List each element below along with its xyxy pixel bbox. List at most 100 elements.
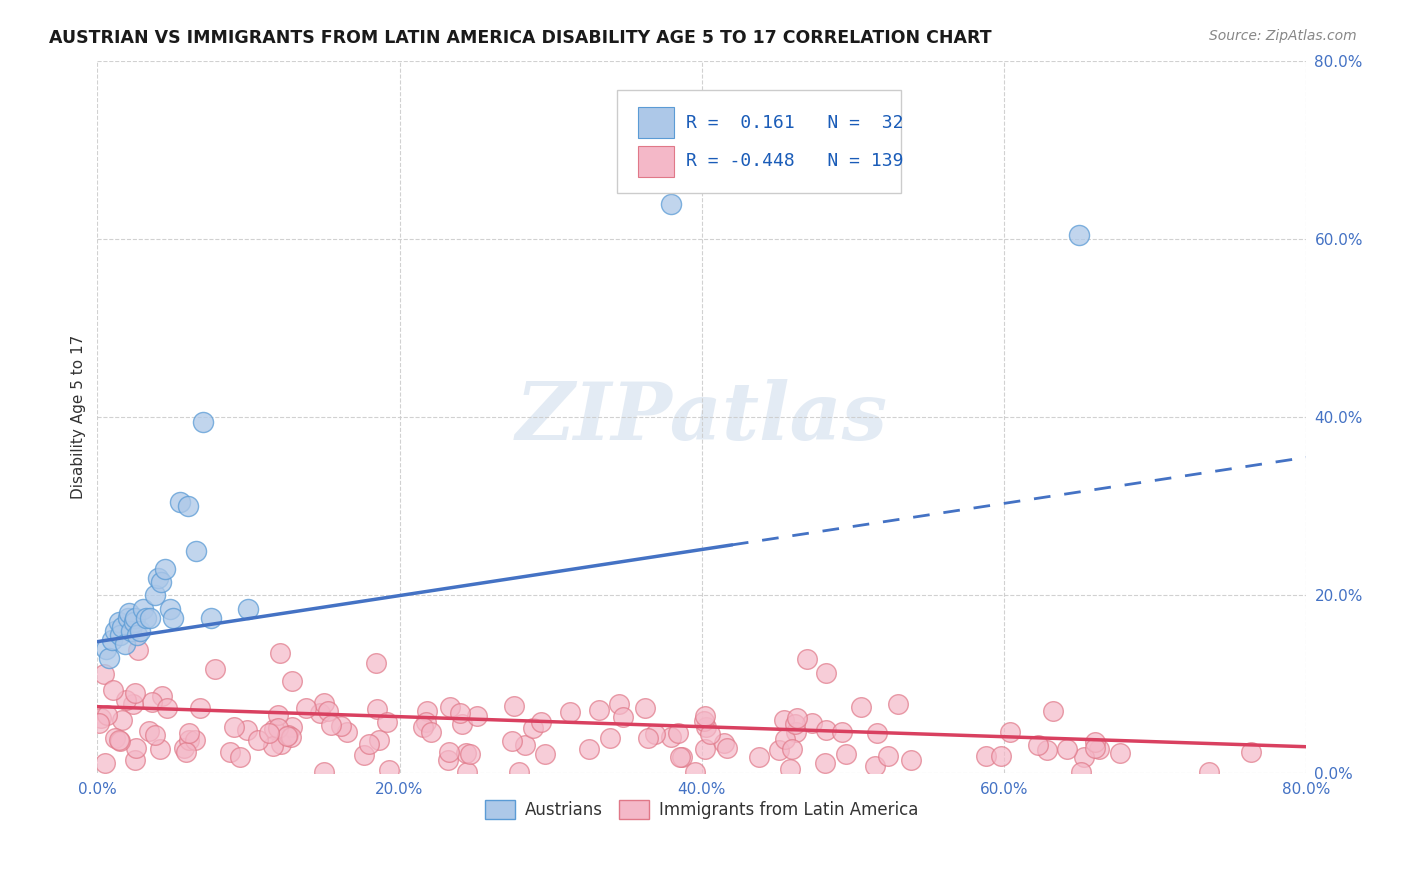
Text: ZIPatlas: ZIPatlas bbox=[516, 378, 887, 456]
Point bbox=[107, 733, 129, 747]
Point bbox=[336, 725, 359, 739]
Point bbox=[1088, 742, 1111, 756]
Point bbox=[120, 624, 142, 638]
Point bbox=[150, 689, 173, 703]
FancyBboxPatch shape bbox=[638, 107, 673, 138]
Point bbox=[415, 714, 437, 729]
Point bbox=[437, 745, 460, 759]
Point bbox=[267, 721, 290, 735]
Point bbox=[786, 710, 808, 724]
Point bbox=[246, 732, 269, 747]
Point bbox=[149, 742, 172, 756]
Point bbox=[644, 727, 666, 741]
Point bbox=[267, 707, 290, 722]
Point bbox=[785, 725, 807, 739]
Point bbox=[104, 731, 127, 745]
Text: AUSTRIAN VS IMMIGRANTS FROM LATIN AMERICA DISABILITY AGE 5 TO 17 CORRELATION CHA: AUSTRIAN VS IMMIGRANTS FROM LATIN AMERIC… bbox=[49, 29, 991, 46]
Point bbox=[93, 756, 115, 770]
Point bbox=[159, 601, 181, 615]
Point bbox=[375, 715, 398, 730]
Point bbox=[108, 734, 131, 748]
Point bbox=[450, 716, 472, 731]
Point bbox=[281, 720, 304, 734]
Point bbox=[200, 610, 222, 624]
Point bbox=[887, 697, 910, 711]
Point bbox=[612, 709, 634, 723]
Point bbox=[124, 610, 146, 624]
Point bbox=[456, 764, 478, 779]
Point bbox=[312, 764, 335, 779]
Point bbox=[815, 665, 838, 680]
Text: Source: ZipAtlas.com: Source: ZipAtlas.com bbox=[1209, 29, 1357, 43]
Point bbox=[124, 740, 146, 755]
Point bbox=[501, 734, 523, 748]
Point bbox=[503, 699, 526, 714]
Point bbox=[699, 726, 721, 740]
Point bbox=[188, 701, 211, 715]
Point bbox=[281, 673, 304, 688]
FancyBboxPatch shape bbox=[617, 89, 901, 193]
Point bbox=[974, 748, 997, 763]
Point bbox=[1198, 764, 1220, 779]
Point bbox=[270, 737, 292, 751]
Point bbox=[863, 758, 886, 772]
Point bbox=[560, 706, 582, 720]
Point bbox=[117, 610, 139, 624]
Point bbox=[693, 742, 716, 756]
Point bbox=[578, 741, 600, 756]
Point bbox=[111, 713, 134, 727]
Y-axis label: Disability Age 5 to 17: Disability Age 5 to 17 bbox=[72, 335, 86, 500]
Point bbox=[101, 683, 124, 698]
Point bbox=[634, 701, 657, 715]
Point bbox=[813, 756, 835, 770]
Point bbox=[131, 601, 153, 615]
Point bbox=[465, 708, 488, 723]
Point bbox=[174, 745, 197, 759]
Point bbox=[666, 726, 689, 740]
Point bbox=[184, 544, 207, 558]
Point bbox=[695, 720, 717, 734]
Point bbox=[224, 720, 246, 734]
Point bbox=[877, 749, 900, 764]
Point bbox=[101, 632, 124, 647]
Point bbox=[851, 700, 873, 714]
Point bbox=[785, 717, 807, 731]
Point bbox=[458, 747, 481, 761]
Point bbox=[118, 606, 141, 620]
Text: R =  0.161   N =  32: R = 0.161 N = 32 bbox=[686, 114, 904, 132]
Point bbox=[191, 415, 214, 429]
Point bbox=[128, 624, 150, 638]
Point bbox=[588, 702, 610, 716]
Point bbox=[357, 737, 380, 751]
Point bbox=[1042, 704, 1064, 718]
Point bbox=[122, 697, 145, 711]
Point bbox=[1070, 764, 1092, 779]
Point bbox=[108, 628, 131, 642]
Point bbox=[124, 753, 146, 767]
Point bbox=[96, 641, 118, 656]
Point bbox=[367, 732, 389, 747]
Point bbox=[693, 709, 716, 723]
Point bbox=[599, 731, 621, 745]
Point bbox=[107, 615, 129, 629]
Point bbox=[125, 628, 148, 642]
Point bbox=[135, 610, 157, 624]
Point bbox=[162, 610, 184, 624]
Legend: Austrians, Immigrants from Latin America: Austrians, Immigrants from Latin America bbox=[478, 793, 925, 826]
Point bbox=[748, 749, 770, 764]
Point bbox=[801, 716, 824, 731]
Point bbox=[713, 736, 735, 750]
Point bbox=[277, 728, 299, 742]
Point bbox=[143, 728, 166, 742]
Point bbox=[90, 711, 112, 725]
Point bbox=[179, 726, 201, 740]
Point bbox=[416, 704, 439, 718]
Point bbox=[262, 739, 284, 753]
Point bbox=[316, 704, 339, 718]
Point bbox=[276, 729, 298, 743]
Point bbox=[364, 657, 387, 671]
Point bbox=[169, 495, 191, 509]
Point bbox=[143, 588, 166, 602]
Point bbox=[456, 746, 478, 760]
Point bbox=[156, 701, 179, 715]
